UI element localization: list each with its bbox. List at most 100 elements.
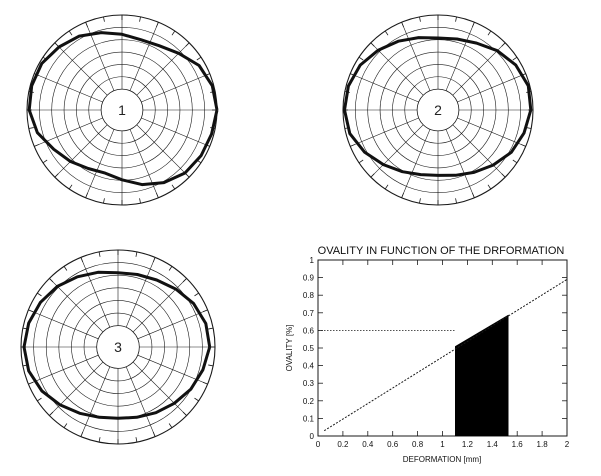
y-tick-label: 0.5 bbox=[303, 344, 315, 353]
polar-tick bbox=[80, 257, 84, 263]
ovality-chart: OVALITY IN FUNCTION OF THE DRFORMATION 0… bbox=[285, 245, 570, 464]
polar-tick bbox=[37, 292, 42, 297]
polar-tick bbox=[182, 411, 187, 416]
x-tick-label: 0 bbox=[316, 440, 321, 449]
polar-spoke bbox=[445, 22, 475, 91]
polar-tick bbox=[358, 159, 364, 164]
y-tick-label: 0.9 bbox=[303, 274, 315, 283]
y-tick-label: 0.1 bbox=[303, 414, 315, 423]
polar-tick bbox=[455, 198, 457, 204]
polar-spoke bbox=[457, 117, 526, 147]
y-tick-label: 0.2 bbox=[303, 397, 315, 406]
x-axis-ticks: 0 0.2 0.4 0.6 0.8 1 1.2 1.4 1.6 1.8 2 bbox=[316, 260, 570, 449]
polar-tick bbox=[168, 423, 173, 428]
polar-tick bbox=[401, 22, 404, 28]
polar-tick bbox=[472, 22, 475, 28]
polar-spoke bbox=[137, 309, 208, 340]
polar-tick bbox=[401, 192, 404, 198]
x-tick-label: 0.6 bbox=[387, 440, 399, 449]
polar-tick bbox=[37, 397, 42, 402]
polar-tick bbox=[28, 381, 34, 385]
x-tick-label: 1.6 bbox=[512, 440, 524, 449]
polar-tick bbox=[171, 30, 176, 36]
polar-spoke bbox=[80, 366, 111, 437]
polar-tick bbox=[202, 381, 208, 385]
polar-tick bbox=[156, 192, 159, 198]
polar-tick bbox=[135, 437, 138, 443]
x-tick-label: 0.4 bbox=[362, 440, 374, 449]
polar-tick bbox=[168, 266, 173, 271]
x-tick-label: 1.2 bbox=[462, 440, 474, 449]
polar-tick bbox=[103, 16, 105, 22]
polar-tick bbox=[135, 251, 138, 257]
polar-tick bbox=[98, 251, 101, 257]
ovality-profile-curve bbox=[343, 36, 533, 177]
x-tick-label: 1.8 bbox=[537, 440, 549, 449]
polar-tick bbox=[139, 16, 141, 22]
y-axis-title: OVALITY [%] bbox=[285, 325, 294, 372]
x-tick-label: 2 bbox=[565, 440, 570, 449]
polar-tick bbox=[98, 437, 101, 443]
polar-tick bbox=[419, 198, 421, 204]
polar-tick bbox=[194, 292, 199, 297]
polar-spoke bbox=[132, 361, 187, 416]
polar-spoke bbox=[457, 73, 526, 103]
polar-tick bbox=[202, 309, 208, 313]
polar-tick bbox=[34, 144, 40, 147]
polar-tick bbox=[42, 159, 48, 164]
polar-tick bbox=[171, 184, 176, 190]
polar-spoke bbox=[350, 117, 419, 147]
shaded-deformation-region bbox=[455, 314, 509, 436]
polar-tick bbox=[196, 56, 202, 61]
polar-tick bbox=[54, 173, 59, 178]
polar-tick bbox=[49, 278, 54, 283]
polar-tick bbox=[419, 16, 421, 22]
y-tick-label: 0.3 bbox=[303, 379, 315, 388]
polar-plot-3: 3 bbox=[20, 249, 216, 445]
polar-tick bbox=[520, 144, 526, 147]
polar-plot-label: 3 bbox=[114, 339, 122, 355]
polar-tick bbox=[28, 309, 34, 313]
polar-spoke bbox=[49, 361, 104, 416]
polar-spoke bbox=[141, 73, 210, 103]
polar-spoke bbox=[132, 278, 187, 333]
polar-spoke bbox=[34, 117, 103, 147]
polar-spoke bbox=[54, 42, 108, 96]
polar-tick bbox=[487, 184, 492, 190]
y-tick-label: 0.8 bbox=[303, 291, 315, 300]
polar-spoke bbox=[370, 124, 424, 178]
ovality-profile-curve bbox=[22, 270, 212, 420]
y-tick-label: 1 bbox=[310, 256, 315, 265]
polar-tick bbox=[63, 423, 68, 428]
polar-tick bbox=[68, 30, 73, 36]
polar-spoke bbox=[80, 257, 111, 328]
y-tick-label: 0.4 bbox=[303, 362, 315, 371]
series-line bbox=[323, 278, 568, 432]
polar-spoke bbox=[350, 73, 419, 103]
polar-tick bbox=[208, 327, 214, 330]
polar-tick bbox=[182, 278, 187, 283]
polar-plot-label: 2 bbox=[434, 102, 442, 118]
x-tick-label: 0.8 bbox=[412, 440, 424, 449]
polar-tick bbox=[194, 397, 199, 402]
polar-tick bbox=[370, 173, 375, 178]
polar-tick bbox=[370, 42, 375, 47]
chart-marks bbox=[318, 278, 568, 436]
polar-tick bbox=[455, 16, 457, 22]
polar-tick bbox=[28, 127, 34, 129]
polar-spoke bbox=[34, 73, 103, 103]
polar-spoke bbox=[136, 124, 190, 178]
polar-spoke bbox=[125, 257, 156, 328]
polar-spoke bbox=[85, 129, 115, 198]
polar-plot-label: 1 bbox=[118, 102, 126, 118]
polar-spoke bbox=[28, 309, 99, 340]
polar-spoke bbox=[136, 42, 190, 96]
polar-tick bbox=[156, 22, 159, 28]
x-tick-label: 1.4 bbox=[487, 440, 499, 449]
polar-tick bbox=[487, 30, 492, 36]
polar-tick bbox=[472, 192, 475, 198]
polar-tick bbox=[512, 56, 518, 61]
y-tick-label: 0 bbox=[310, 432, 315, 441]
polar-tick bbox=[63, 266, 68, 271]
